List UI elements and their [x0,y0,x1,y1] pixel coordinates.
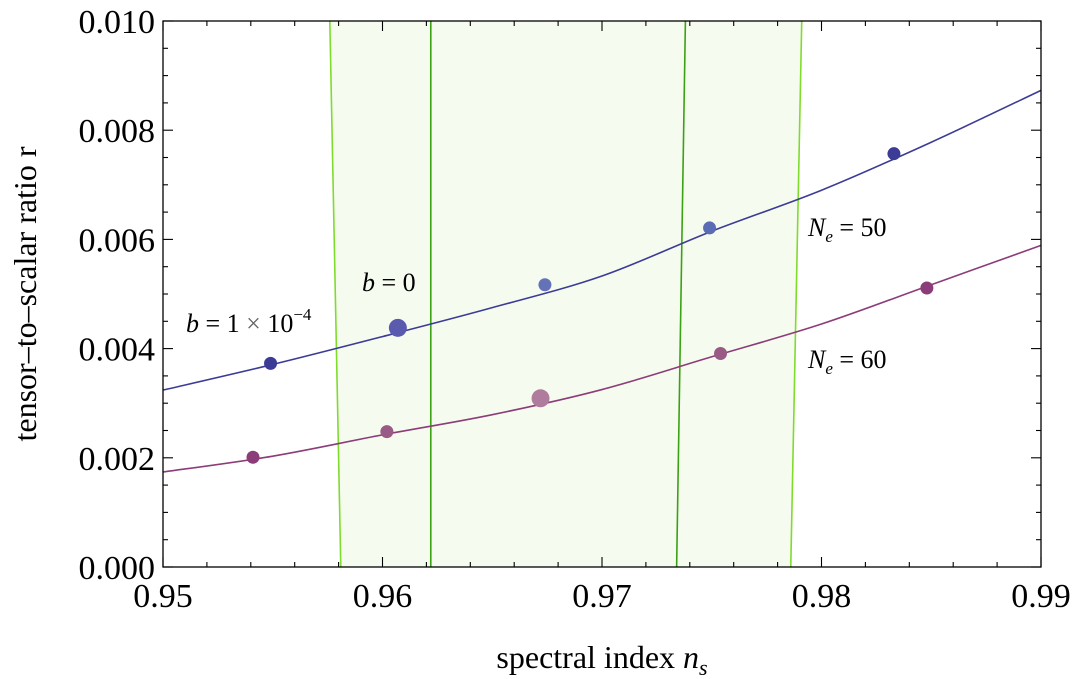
x-tick-label: 0.95 [133,578,193,615]
data-point-ne50-3 [538,278,552,292]
y-axis-label: tensor–to–scalar ratio r [7,146,43,441]
data-point-ne60-3 [531,389,550,408]
axis-ticks [162,20,1042,568]
annotation-b0: b = 0 [362,268,416,297]
planck-bands [329,20,803,568]
y-tick-label: 0.008 [79,113,156,150]
data-point-ne50-5 [887,147,901,161]
data-point-ne60-4 [714,347,728,361]
band-inner-right-edge [675,20,687,568]
x-tick-label: 0.99 [1011,578,1071,615]
series-line-ne60 [162,244,1042,473]
data-point-ne50-2 [388,318,407,337]
x-axis-label: spectral index ns [496,639,707,679]
data-point-ne60-5 [920,281,934,295]
series-line-ne50 [162,89,1042,391]
y-tick-label: 0.002 [79,441,156,478]
annotation-ne60: Ne = 60 [807,345,887,378]
y-tick-label: 0.004 [79,332,156,369]
x-tick-label: 0.97 [572,578,632,615]
data-point-ne50-4 [703,221,717,235]
data-point-ne50-1 [264,356,278,370]
y-tick-label: 0.000 [79,550,156,587]
data-point-ne60-1 [246,450,260,464]
data-point-ne60-2 [380,425,394,439]
annotation-b1e-4: b = 1 × 10−4 [186,305,312,338]
series-group [162,89,1042,473]
x-tick-label: 0.96 [353,578,413,615]
tick-labels: 0.95 0.96 0.97 0.98 0.99 0.000 0.002 0.004 0.006… [79,4,1071,615]
band-inner [430,21,686,567]
y-tick-label: 0.010 [79,4,156,41]
y-tick-label: 0.006 [79,222,156,259]
annotation-ne50: Ne = 50 [807,213,887,246]
x-tick-label: 0.98 [792,578,852,615]
band-outer-right-edge [789,20,803,568]
band-outer-left-edge [329,20,342,568]
